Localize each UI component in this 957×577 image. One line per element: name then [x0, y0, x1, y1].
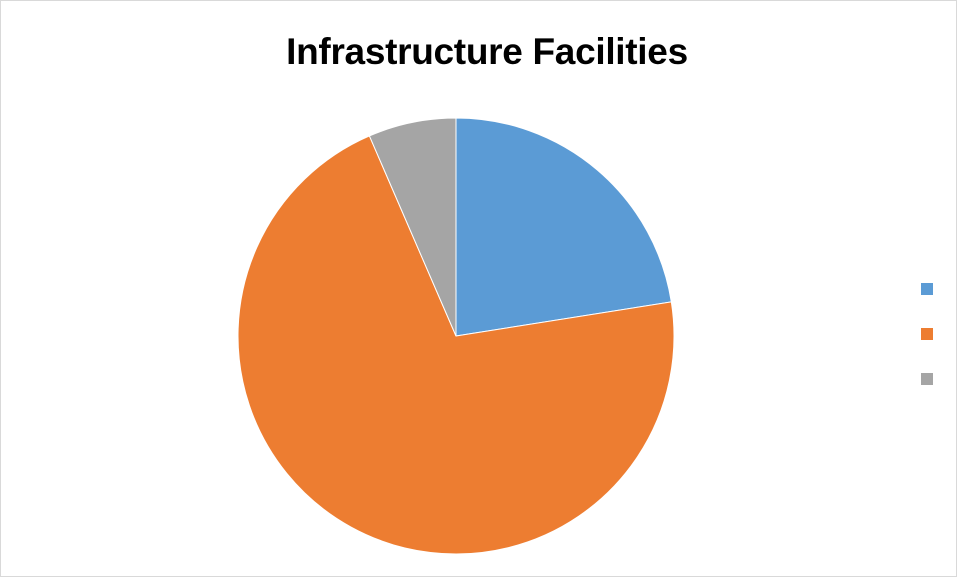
- legend-swatch-1: [921, 283, 933, 295]
- pie-slice-1: [455, 117, 672, 337]
- legend: [919, 281, 949, 416]
- legend-item-1: [919, 281, 949, 326]
- chart-title: Infrastructure Facilities: [286, 31, 688, 72]
- pie-slice-3: [368, 117, 457, 337]
- legend-swatch-2: [921, 328, 933, 340]
- legend-item-2: [919, 326, 949, 371]
- pie-slice-2: [237, 135, 675, 555]
- legend-swatch-3: [921, 373, 933, 385]
- legend-item-3: [919, 371, 949, 416]
